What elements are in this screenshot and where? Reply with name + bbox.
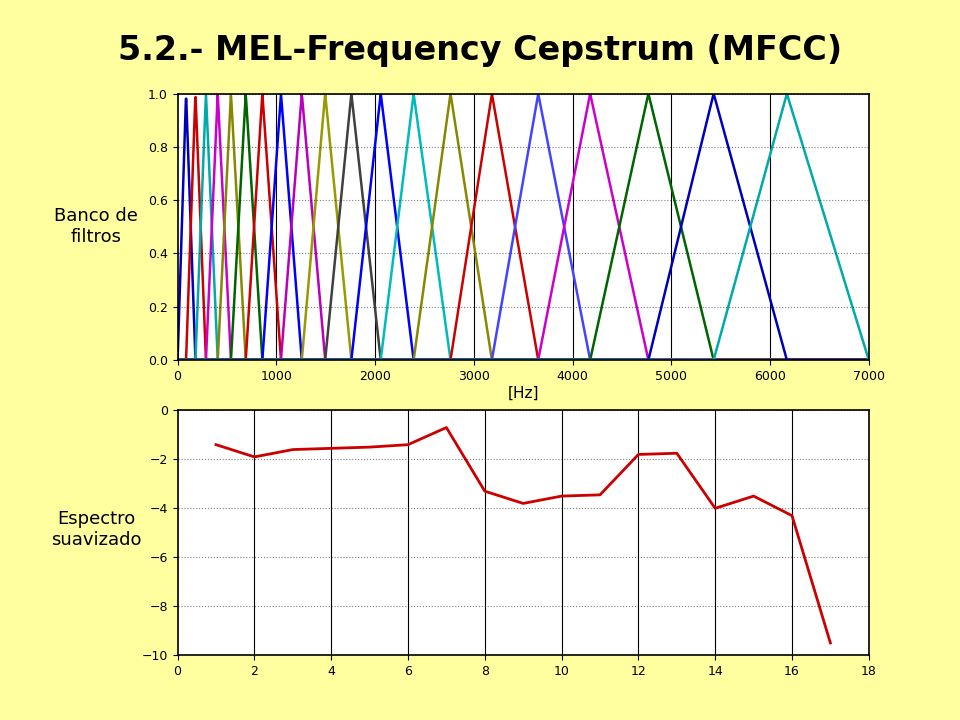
Text: Banco de
filtros: Banco de filtros (54, 207, 138, 246)
X-axis label: [Hz]: [Hz] (508, 385, 539, 400)
Text: 5.2.- MEL-Frequency Cepstrum (MFCC): 5.2.- MEL-Frequency Cepstrum (MFCC) (118, 34, 842, 67)
Text: Espectro
suavizado: Espectro suavizado (51, 510, 141, 549)
